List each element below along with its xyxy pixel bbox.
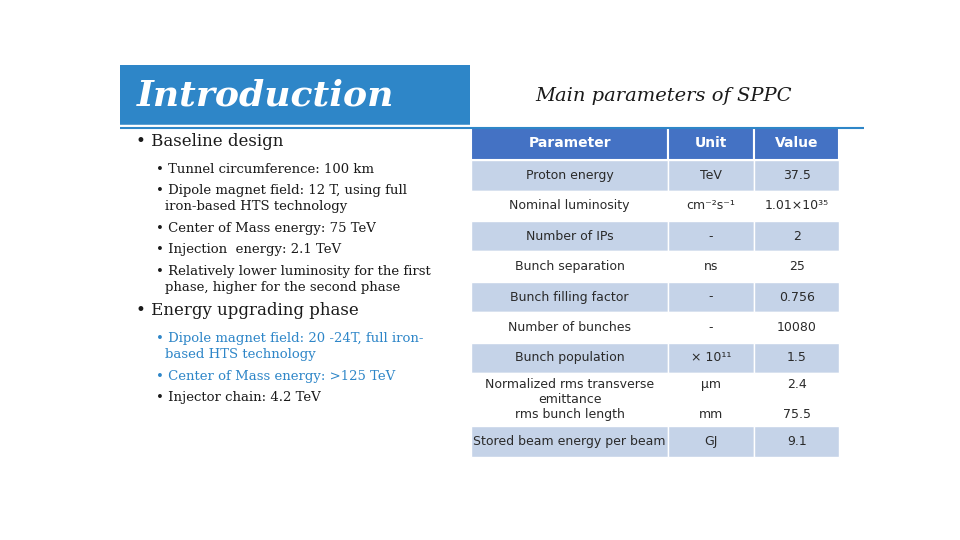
Text: • Relatively lower luminosity for the first: • Relatively lower luminosity for the fi… — [156, 265, 430, 278]
Text: • Center of Mass energy: 75 TeV: • Center of Mass energy: 75 TeV — [156, 221, 375, 234]
Text: -: - — [708, 291, 713, 303]
Bar — [471, 282, 668, 312]
Text: 9.1: 9.1 — [787, 435, 806, 448]
Text: • Energy upgrading phase: • Energy upgrading phase — [136, 302, 359, 319]
Text: Introduction: Introduction — [136, 78, 394, 112]
Bar — [471, 126, 668, 160]
Text: phase, higher for the second phase: phase, higher for the second phase — [165, 281, 400, 294]
Text: 37.5: 37.5 — [782, 169, 810, 182]
Bar — [754, 221, 839, 252]
Bar — [668, 312, 754, 342]
Text: ns: ns — [704, 260, 718, 273]
Bar — [471, 191, 668, 221]
Bar — [471, 221, 668, 252]
Text: 2: 2 — [793, 230, 801, 243]
Text: μm

mm: μm mm — [699, 378, 723, 421]
Text: Normalized rms transverse
emittance
rms bunch length: Normalized rms transverse emittance rms … — [485, 378, 655, 421]
Text: 1.5: 1.5 — [787, 351, 806, 364]
Text: • Injection  energy: 2.1 TeV: • Injection energy: 2.1 TeV — [156, 243, 341, 256]
Text: Bunch separation: Bunch separation — [515, 260, 625, 273]
Text: GJ: GJ — [705, 435, 718, 448]
Bar — [754, 342, 839, 373]
Text: 0.756: 0.756 — [779, 291, 815, 303]
Text: • Dipole magnet field: 12 T, using full: • Dipole magnet field: 12 T, using full — [156, 184, 407, 197]
Bar — [668, 160, 754, 191]
Text: 25: 25 — [789, 260, 804, 273]
Text: • Baseline design: • Baseline design — [136, 133, 284, 150]
Text: cm⁻²s⁻¹: cm⁻²s⁻¹ — [686, 199, 735, 212]
Text: iron-based HTS technology: iron-based HTS technology — [165, 200, 347, 213]
Bar — [754, 312, 839, 342]
Bar — [754, 282, 839, 312]
Bar — [668, 342, 754, 373]
Bar — [754, 252, 839, 282]
Bar — [754, 160, 839, 191]
Text: TeV: TeV — [700, 169, 722, 182]
Text: • Tunnel circumference: 100 km: • Tunnel circumference: 100 km — [156, 163, 373, 176]
Bar — [471, 312, 668, 342]
Text: • Dipole magnet field: 20 -24T, full iron-: • Dipole magnet field: 20 -24T, full iro… — [156, 332, 423, 345]
Bar — [469, 65, 864, 126]
Bar — [668, 282, 754, 312]
Bar — [471, 252, 668, 282]
Bar — [668, 221, 754, 252]
Bar — [471, 342, 668, 373]
Bar — [754, 191, 839, 221]
Text: • Center of Mass energy: >125 TeV: • Center of Mass energy: >125 TeV — [156, 369, 395, 382]
Text: -: - — [708, 321, 713, 334]
Bar — [754, 426, 839, 457]
Text: Value: Value — [775, 137, 819, 150]
Text: × 10¹¹: × 10¹¹ — [691, 351, 732, 364]
Text: Number of bunches: Number of bunches — [508, 321, 632, 334]
Bar — [120, 65, 469, 126]
Text: Parameter: Parameter — [528, 137, 612, 150]
Bar — [471, 373, 668, 426]
Text: -: - — [708, 230, 713, 243]
Text: based HTS technology: based HTS technology — [165, 348, 316, 361]
Text: 1.01×10³⁵: 1.01×10³⁵ — [764, 199, 828, 212]
Text: Proton energy: Proton energy — [526, 169, 613, 182]
Bar — [668, 126, 754, 160]
Bar — [471, 426, 668, 457]
Bar — [668, 373, 754, 426]
Bar — [754, 126, 839, 160]
Text: Nominal luminosity: Nominal luminosity — [510, 199, 630, 212]
Text: Number of IPs: Number of IPs — [526, 230, 613, 243]
Text: Stored beam energy per beam: Stored beam energy per beam — [473, 435, 666, 448]
Bar — [754, 373, 839, 426]
Text: Main parameters of SPPC: Main parameters of SPPC — [535, 86, 791, 105]
Text: Unit: Unit — [695, 137, 728, 150]
Text: • Injector chain: 4.2 TeV: • Injector chain: 4.2 TeV — [156, 391, 321, 404]
Text: Bunch population: Bunch population — [515, 351, 625, 364]
Text: 2.4

75.5: 2.4 75.5 — [782, 378, 810, 421]
Text: 10080: 10080 — [777, 321, 817, 334]
Text: Bunch filling factor: Bunch filling factor — [511, 291, 629, 303]
Bar — [471, 160, 668, 191]
Bar — [668, 191, 754, 221]
Bar — [668, 252, 754, 282]
Bar — [668, 426, 754, 457]
